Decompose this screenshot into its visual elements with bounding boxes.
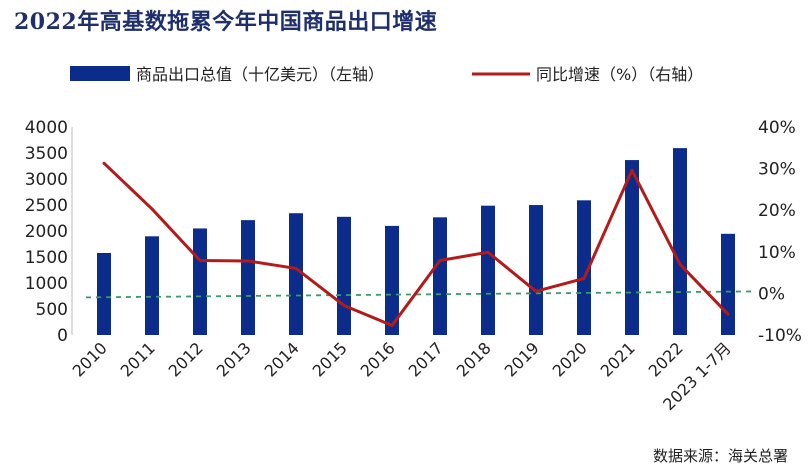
growth-rate-point: [342, 303, 346, 307]
export-value-bar: [481, 205, 495, 335]
legend-line-label: 同比增速（%）（右轴）: [536, 65, 703, 84]
x-axis-tick-label: 2016: [357, 338, 399, 380]
growth-rate-point: [486, 250, 490, 254]
growth-rate-point: [630, 168, 634, 172]
right-axis-tick-label: -10%: [758, 326, 802, 346]
x-axis-tick-label: 2017: [405, 338, 447, 380]
growth-rate-point: [246, 259, 250, 263]
export-value-bar: [721, 233, 735, 335]
export-value-bar: [193, 228, 207, 335]
export-value-bar: [97, 252, 111, 335]
x-axis-tick-label: 2011: [117, 338, 159, 380]
export-value-bar: [577, 200, 591, 335]
left-axis-tick-label: 2500: [25, 196, 68, 216]
export-value-bar: [625, 160, 639, 335]
export-value-bar: [289, 213, 303, 335]
x-axis-tick-label: 2015: [309, 338, 351, 380]
x-axis-tick-label: 2021: [597, 338, 639, 380]
growth-rate-point: [198, 259, 202, 263]
x-axis-tick-label: 2013: [213, 338, 255, 380]
growth-rate-point: [534, 289, 538, 293]
left-axis-tick-label: 3000: [25, 170, 68, 190]
export-value-bar: [241, 220, 255, 335]
left-axis-tick-label: 4000: [25, 118, 68, 138]
x-axis-tick-label: 2014: [261, 338, 303, 380]
left-axis-tick-label: 500: [36, 300, 68, 320]
source-note: 数据来源：海关总署: [652, 447, 788, 465]
right-axis-tick-label: 0%: [758, 284, 785, 304]
left-axis-tick-label: 1000: [25, 274, 68, 294]
x-axis-tick-label: 2022: [645, 338, 687, 380]
left-axis-tick-label: 0: [57, 326, 68, 346]
growth-rate-point: [102, 161, 106, 165]
x-axis-tick-label: 2019: [501, 338, 543, 380]
growth-rate-point: [150, 207, 154, 211]
growth-rate-point: [678, 262, 682, 266]
export-value-bar: [337, 216, 351, 335]
right-axis-tick-label: 20%: [758, 201, 796, 221]
x-axis-tick-label: 2020: [549, 338, 591, 380]
growth-rate-point: [294, 266, 298, 270]
left-axis-tick-label: 3500: [25, 144, 68, 164]
growth-rate-point: [582, 276, 586, 280]
right-axis-tick-label: 10%: [758, 243, 796, 263]
right-axis-tick-label: 40%: [758, 118, 796, 138]
legend-bar-swatch: [70, 66, 130, 81]
export-value-bar: [673, 148, 687, 335]
export-value-bar: [529, 205, 543, 335]
x-axis-tick-label: 2010: [69, 338, 111, 380]
export-value-bar: [145, 236, 159, 335]
export-value-bar: [433, 217, 447, 335]
growth-rate-point: [438, 259, 442, 263]
left-axis-tick-label: 2000: [25, 222, 68, 242]
growth-rate-point: [390, 323, 394, 327]
x-axis-tick-label: 2018: [453, 338, 495, 380]
growth-rate-line: [102, 162, 730, 327]
x-axis-tick-label: 2012: [165, 338, 207, 380]
right-axis-tick-label: 30%: [758, 160, 796, 180]
export-value-bar: [385, 225, 399, 335]
left-axis-tick-label: 1500: [25, 248, 68, 268]
zero-reference-line: [85, 290, 755, 299]
growth-rate-point: [726, 312, 730, 316]
legend-bar-label: 商品出口总值（十亿美元）（左轴）: [136, 65, 384, 84]
chart-title: 2022年高基数拖累今年中国商品出口增速: [14, 9, 438, 35]
